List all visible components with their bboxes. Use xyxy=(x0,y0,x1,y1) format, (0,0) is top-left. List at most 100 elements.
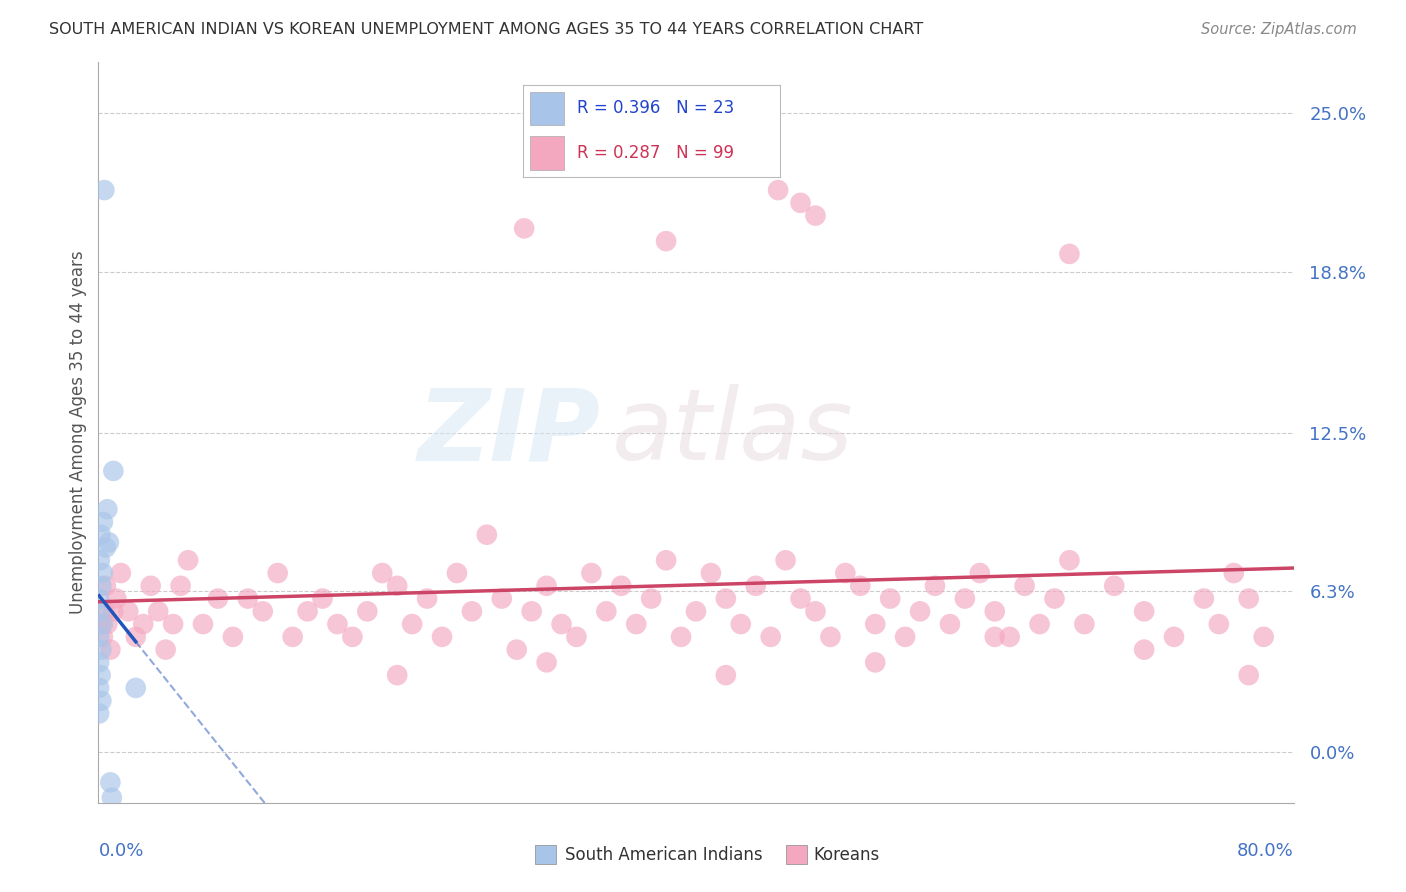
Point xyxy=(297,604,319,618)
Point xyxy=(155,642,177,657)
Point xyxy=(550,617,572,632)
Point xyxy=(475,527,498,541)
Point xyxy=(730,617,752,632)
Point xyxy=(953,591,976,606)
Point xyxy=(766,183,789,197)
Point xyxy=(520,604,543,618)
Point xyxy=(416,591,439,606)
Point xyxy=(91,630,114,644)
Point xyxy=(98,642,122,657)
Point xyxy=(148,604,170,618)
Point xyxy=(1208,617,1230,632)
Point xyxy=(969,566,991,580)
Point xyxy=(536,656,558,670)
Point xyxy=(1028,617,1050,632)
Point xyxy=(90,694,112,708)
Point xyxy=(97,535,120,549)
Point xyxy=(655,553,678,567)
Point xyxy=(89,630,111,644)
Y-axis label: Unemployment Among Ages 35 to 44 years: Unemployment Among Ages 35 to 44 years xyxy=(69,251,87,615)
Point xyxy=(908,604,931,618)
Point xyxy=(125,630,148,644)
Point xyxy=(759,630,782,644)
Point xyxy=(326,617,349,632)
Point xyxy=(536,579,558,593)
Point xyxy=(865,617,887,632)
Text: SOUTH AMERICAN INDIAN VS KOREAN UNEMPLOYMENT AMONG AGES 35 TO 44 YEARS CORRELATI: SOUTH AMERICAN INDIAN VS KOREAN UNEMPLOY… xyxy=(49,22,924,37)
Point xyxy=(110,566,132,580)
Point xyxy=(103,464,125,478)
Point xyxy=(105,591,128,606)
Point xyxy=(96,502,118,516)
Point xyxy=(491,591,513,606)
Point xyxy=(94,579,117,593)
Point xyxy=(1237,668,1260,682)
Point xyxy=(714,591,737,606)
Point xyxy=(998,630,1021,644)
Point xyxy=(132,617,155,632)
Point xyxy=(207,591,229,606)
Point xyxy=(1059,247,1081,261)
FancyBboxPatch shape xyxy=(786,845,807,863)
Point xyxy=(1223,566,1246,580)
Point xyxy=(101,790,124,805)
Point xyxy=(191,617,214,632)
Point xyxy=(103,604,125,618)
Point xyxy=(1237,591,1260,606)
Point xyxy=(385,668,409,682)
Point xyxy=(714,668,737,682)
Point xyxy=(1253,630,1275,644)
Point xyxy=(89,706,111,721)
Point xyxy=(804,209,827,223)
Point xyxy=(162,617,184,632)
Point xyxy=(89,604,111,618)
Point xyxy=(513,221,536,235)
Point xyxy=(939,617,962,632)
Point xyxy=(90,527,112,541)
Text: atlas: atlas xyxy=(613,384,853,481)
Point xyxy=(90,617,112,632)
Point xyxy=(90,642,112,657)
Point xyxy=(1192,591,1215,606)
Point xyxy=(1043,591,1066,606)
Point xyxy=(93,604,115,618)
Point xyxy=(820,630,842,644)
Point xyxy=(125,681,148,695)
Point xyxy=(506,642,529,657)
Point xyxy=(222,630,245,644)
Point xyxy=(700,566,723,580)
Point xyxy=(849,579,872,593)
Text: South American Indians: South American Indians xyxy=(565,846,762,863)
Point xyxy=(1073,617,1095,632)
Point xyxy=(252,604,274,618)
Point xyxy=(89,681,111,695)
Point xyxy=(1133,642,1156,657)
Point xyxy=(91,515,114,529)
Point xyxy=(894,630,917,644)
Point xyxy=(1133,604,1156,618)
Point xyxy=(610,579,633,593)
Point xyxy=(98,775,122,789)
Point xyxy=(236,591,259,606)
Point xyxy=(1104,579,1126,593)
Point xyxy=(745,579,768,593)
Point xyxy=(924,579,946,593)
Point xyxy=(984,630,1007,644)
Point xyxy=(342,630,364,644)
Point xyxy=(804,604,827,618)
Point xyxy=(89,591,111,606)
Text: 0.0%: 0.0% xyxy=(98,842,143,860)
Point xyxy=(775,553,797,567)
Point xyxy=(356,604,378,618)
Point xyxy=(984,604,1007,618)
Point xyxy=(865,656,887,670)
Text: Koreans: Koreans xyxy=(813,846,879,863)
Point xyxy=(626,617,648,632)
Point xyxy=(685,604,707,618)
Point xyxy=(669,630,692,644)
FancyBboxPatch shape xyxy=(534,845,557,863)
Point xyxy=(461,604,484,618)
Point xyxy=(90,668,112,682)
Text: ZIP: ZIP xyxy=(418,384,600,481)
Point xyxy=(96,617,118,632)
